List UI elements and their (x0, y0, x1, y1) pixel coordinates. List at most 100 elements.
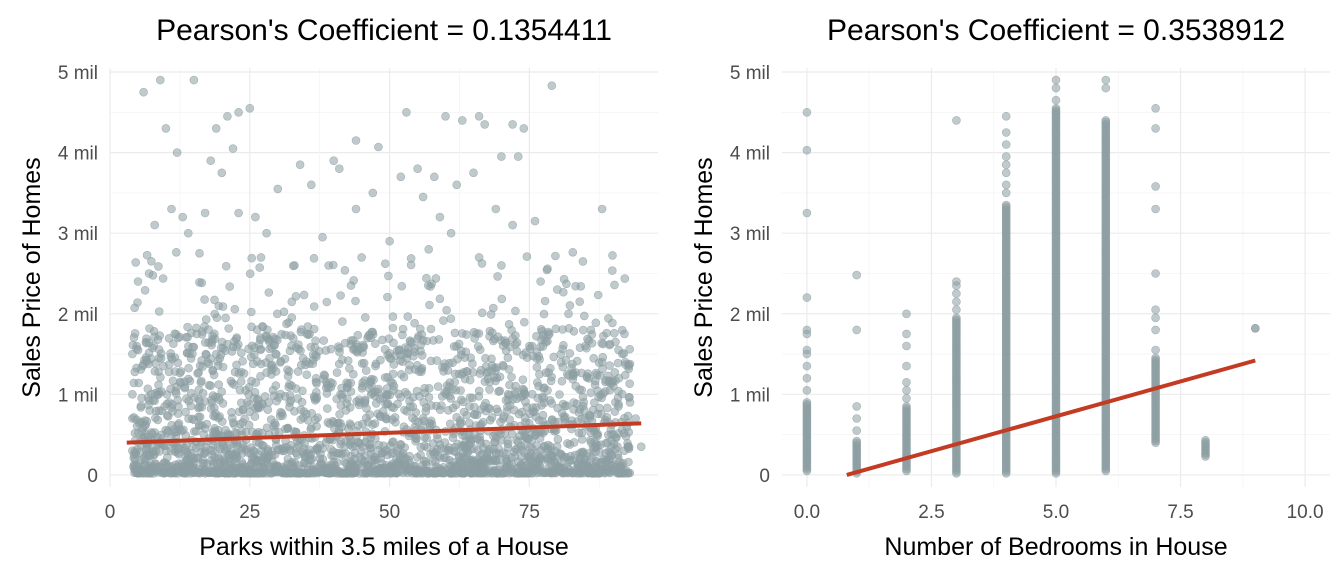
right-fit-line-group (846, 358, 1256, 477)
left-data-point (474, 253, 484, 262)
right-x-axis-label: Number of Bedrooms in House (884, 533, 1227, 561)
left-cloud-point (417, 351, 427, 360)
right-column-point (802, 398, 812, 407)
left-cloud-point (292, 450, 302, 460)
left-data-point (334, 164, 344, 173)
left-cloud-point (498, 414, 508, 424)
left-cloud-point (580, 454, 590, 464)
left-cloud-point (501, 338, 511, 348)
left-cloud-point (460, 353, 470, 362)
left-cloud-point (153, 415, 162, 425)
left-cloud-point (511, 306, 520, 316)
left-y-tick-label: 0 (87, 466, 98, 487)
left-data-point (329, 156, 339, 165)
left-cloud-point (620, 413, 629, 423)
left-cloud-point (462, 410, 472, 420)
left-cloud-point (405, 336, 415, 346)
left-cloud-point (416, 442, 426, 452)
right-x-tick-label: 0.0 (794, 502, 820, 523)
left-cloud-point (198, 362, 207, 372)
left-cloud-point (617, 349, 627, 359)
left-cloud-point (441, 453, 451, 463)
left-data-point (497, 152, 506, 161)
left-cloud-point (297, 397, 307, 407)
left-cloud-point (611, 444, 620, 454)
left-cloud-point (145, 406, 154, 415)
right-y-tick-label: 1 mil (730, 385, 770, 406)
right-outlier-point (902, 385, 911, 395)
left-data-point (128, 389, 137, 399)
left-cloud-point (440, 388, 449, 397)
left-cloud-point (519, 388, 529, 397)
left-data-point (200, 208, 210, 218)
left-cloud-point (555, 449, 565, 458)
left-cloud-point (446, 468, 455, 478)
left-cloud-point (290, 458, 300, 468)
left-cloud-point (525, 454, 535, 464)
left-cloud-point (485, 415, 495, 425)
left-cloud-point (388, 312, 398, 321)
right-points (802, 75, 1260, 478)
left-cloud-point (589, 353, 599, 363)
left-cloud-point (614, 468, 624, 478)
left-x-tick-label: 50 (379, 502, 400, 523)
left-cloud-point (490, 334, 499, 344)
left-cloud-point (322, 404, 332, 413)
left-cloud-point (574, 428, 584, 438)
left-cloud-point (571, 381, 581, 391)
right-column-point (1201, 435, 1210, 445)
right-column-point (852, 436, 862, 446)
right-outlier-point (902, 309, 911, 319)
left-cloud-point (157, 349, 166, 358)
left-data-point (195, 249, 204, 258)
left-cloud-point (186, 354, 196, 363)
right-column-point (1151, 353, 1160, 363)
left-chart-title: Pearson's Coefficient = 0.1354411 (156, 14, 612, 47)
left-cloud-point (404, 455, 413, 465)
left-y-tick-label: 5 mil (58, 63, 98, 84)
left-cloud-point (469, 402, 479, 412)
right-outlier-point (902, 361, 911, 371)
left-cloud-point (270, 418, 279, 428)
left-cloud-point (579, 311, 589, 321)
left-cloud-point (253, 357, 262, 366)
left-cloud-point (209, 370, 219, 380)
left-cloud-point (215, 395, 224, 405)
left-cloud-point (245, 269, 255, 279)
left-cloud-point (489, 444, 498, 454)
left-cloud-point (420, 432, 429, 442)
left-cloud-point (264, 288, 274, 297)
left-cloud-point (360, 313, 370, 322)
left-cloud-point (351, 296, 360, 306)
left-cloud-point (137, 393, 146, 403)
left-cloud-point (583, 334, 592, 344)
left-cloud-point (271, 381, 281, 390)
right-outlier-point (1151, 204, 1160, 214)
right-outlier-point (852, 426, 862, 435)
left-cloud-point (388, 459, 398, 469)
left-cloud-point (424, 392, 434, 402)
left-cloud-point (359, 342, 369, 351)
left-cloud-point (545, 442, 555, 451)
left-cloud-point (154, 262, 163, 271)
left-cloud-point (530, 465, 540, 475)
left-cloud-point (150, 428, 159, 437)
left-cloud-point (180, 383, 189, 393)
left-cloud-point (454, 451, 464, 461)
left-cloud-point (525, 344, 535, 354)
left-cloud-point (161, 458, 170, 468)
left-cloud-point (558, 362, 568, 372)
left-x-tick-label: 25 (239, 502, 260, 523)
left-y-tick-label: 4 mil (58, 144, 98, 165)
left-cloud-point (384, 271, 393, 281)
left-cloud-point (394, 345, 404, 355)
left-cloud-point (577, 435, 587, 444)
left-cloud-point (308, 350, 318, 360)
left-data-point (368, 188, 378, 198)
left-cloud-point (283, 365, 292, 375)
right-y-axis-label: Sales Price of Homes (690, 157, 718, 397)
left-cloud-point (579, 468, 589, 478)
left-cloud-point (247, 307, 256, 317)
left-cloud-point (234, 340, 243, 349)
left-cloud-point (497, 435, 506, 445)
